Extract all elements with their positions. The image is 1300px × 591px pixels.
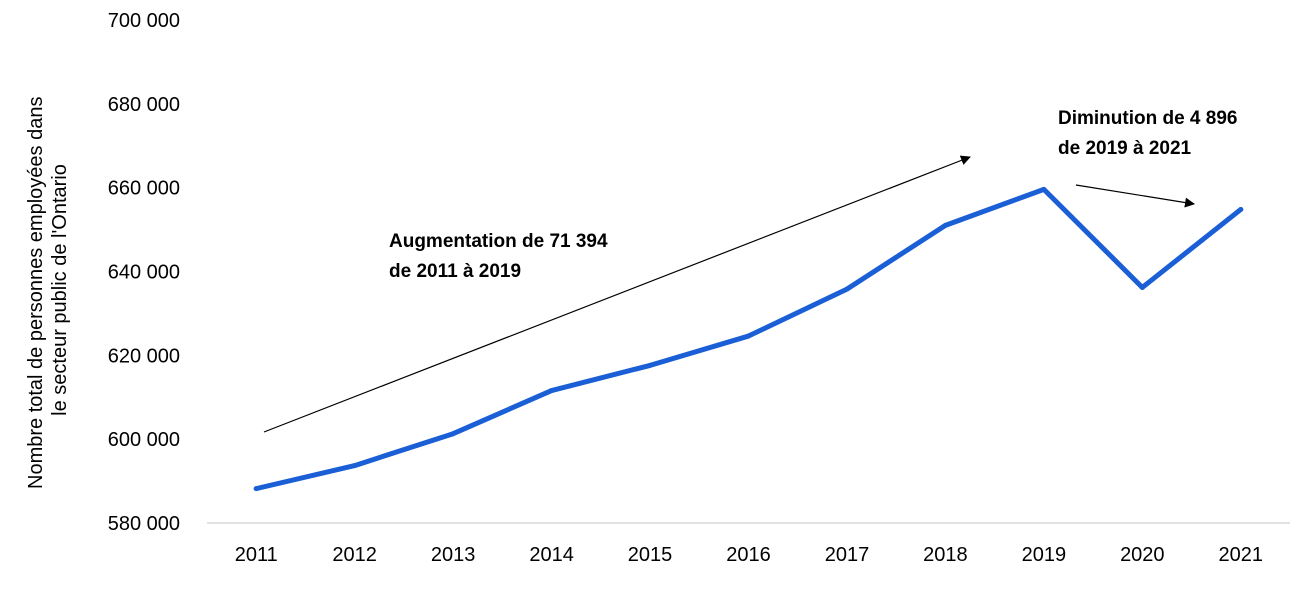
data-points xyxy=(253,186,1244,492)
x-tick-label: 2018 xyxy=(923,544,968,566)
x-tick-label: 2013 xyxy=(431,544,476,566)
y-tick-label: 580 000 xyxy=(108,513,180,535)
x-tick-label: 2015 xyxy=(628,544,673,566)
x-tick-label: 2016 xyxy=(726,544,771,566)
data-point xyxy=(352,463,358,469)
x-tick-label: 2011 xyxy=(235,544,278,566)
decrease-annotation-line-1: Diminution de 4 896 xyxy=(1058,108,1237,129)
x-tick-label: 2017 xyxy=(825,544,870,566)
x-tick-label: 2014 xyxy=(529,544,574,566)
y-axis-label: Nombre total de personnes employées dans… xyxy=(25,91,71,489)
increase-annotation: Augmentation de 71 394 de 2011 à 2019 xyxy=(389,231,613,282)
y-tick-label: 700 000 xyxy=(108,10,180,32)
decrease-annotation-line-2: de 2019 à 2021 xyxy=(1058,138,1192,159)
y-tick-label: 600 000 xyxy=(108,429,180,451)
x-tick-label: 2012 xyxy=(332,544,377,566)
x-tick-label: 2020 xyxy=(1120,544,1165,566)
y-tick-label: 680 000 xyxy=(108,94,180,116)
data-point xyxy=(1139,284,1145,290)
y-tick-label: 620 000 xyxy=(108,345,180,367)
decrease-annotation: Diminution de 4 896 de 2019 à 2021 xyxy=(1058,108,1243,159)
data-point xyxy=(942,222,948,228)
increase-arrow xyxy=(263,155,971,433)
decrease-arrow xyxy=(1075,184,1195,208)
increase-annotation-line-2: de 2011 à 2019 xyxy=(389,261,521,282)
data-point xyxy=(450,431,456,437)
y-axis-label-line-2: le secteur public de l'Ontario xyxy=(49,164,71,416)
data-point xyxy=(746,333,751,339)
data-point xyxy=(253,486,259,492)
data-point xyxy=(1238,206,1244,212)
y-tick-label: 640 000 xyxy=(108,262,180,284)
data-point xyxy=(647,362,653,368)
y-axis-tick-labels: 700 000 680 000 660 000 640 000 620 000 600 0… xyxy=(108,10,180,535)
data-point xyxy=(1041,186,1047,192)
y-axis-label-line-1: Nombre total de personnes employées dans xyxy=(25,97,47,489)
data-point xyxy=(549,388,555,394)
increase-annotation-line-1: Augmentation de 71 394 xyxy=(389,231,608,252)
x-axis-tick-labels: 2011 2012 2013 2014 2015 2016 2017 2018 2019 2020… xyxy=(235,544,1263,566)
x-tick-label: 2019 xyxy=(1022,544,1067,566)
data-point xyxy=(844,286,850,292)
y-tick-label: 660 000 xyxy=(108,178,180,200)
x-tick-label: 2021 xyxy=(1219,544,1264,566)
